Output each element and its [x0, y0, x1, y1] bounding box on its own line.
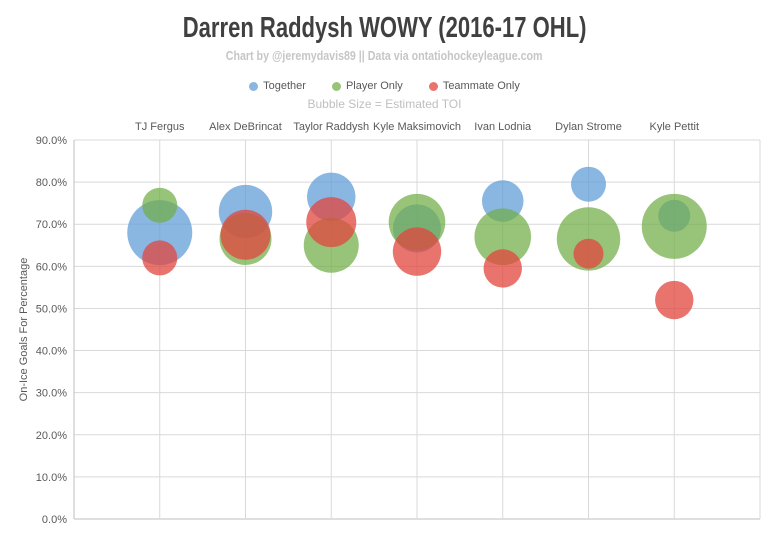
y-tick-label: 40.0%: [36, 346, 67, 358]
chart-title-text: Darren Raddysh WOWY (2016-17 OHL): [182, 12, 587, 44]
category-label-kyle-pettit: Kyle Pettit: [649, 121, 699, 133]
legend-item-together: Together: [249, 80, 306, 92]
y-tick-label: 90.0%: [36, 135, 67, 147]
bubble-size-note: Bubble Size = Estimated TOI: [307, 97, 462, 111]
bubble-teammate-only-alex-debrincat: [220, 209, 271, 260]
legend-label: Teammate Only: [442, 80, 520, 92]
bubble-teammate-only-dylan-strome: [573, 238, 604, 269]
category-label-dylan-strome: Dylan Strome: [555, 121, 622, 133]
category-label-tj-fergus: TJ Fergus: [135, 121, 185, 133]
bubble-player-only-kyle-pettit: [641, 193, 707, 259]
y-tick-label: 20.0%: [36, 430, 67, 442]
legend-label: Player Only: [345, 80, 403, 92]
chart-subtitle-text: Chart by @jeremydavis89 || Data via onta…: [226, 48, 543, 63]
bubble-player-only-tj-fergus: [142, 187, 178, 223]
bubble-together-tj-fergus: [127, 200, 193, 266]
y-tick-label: 0.0%: [42, 514, 67, 526]
chart-title: Darren Raddysh WOWY (2016-17 OHL): [0, 12, 769, 45]
y-axis-title: On-Ice Goals For Percentage: [18, 258, 30, 402]
bubble-teammate-only-ivan-lodnia: [483, 249, 522, 288]
chart-subtitle: Chart by @jeremydavis89 || Data via onta…: [0, 48, 769, 63]
y-tick-label: 70.0%: [36, 219, 67, 231]
category-label-ivan-lodnia: Ivan Lodnia: [474, 121, 532, 133]
chart-legend: Together Player Only Teammate Only: [0, 80, 769, 92]
bubble-teammate-only-kyle-pettit: [655, 280, 694, 320]
together-legend-dot-icon: [249, 81, 259, 91]
category-label-alex-debrincat: Alex DeBrincat: [209, 121, 282, 133]
player-only-legend-dot-icon: [331, 81, 341, 91]
legend-item-teammate-only: Teammate Only: [428, 80, 520, 92]
bubble-teammate-only-kyle-maksimovich: [392, 227, 442, 276]
category-label-kyle-maksimovich: Kyle Maksimovich: [373, 121, 461, 133]
bubble-together-dylan-strome: [571, 166, 606, 202]
teammate-only-legend-dot-icon: [428, 81, 438, 91]
category-label-taylor-raddysh: Taylor Raddysh: [293, 121, 369, 133]
y-tick-label: 60.0%: [36, 261, 67, 273]
y-tick-label: 80.0%: [36, 177, 67, 189]
y-tick-label: 30.0%: [36, 388, 67, 400]
y-tick-label: 10.0%: [36, 472, 67, 484]
legend-item-player-only: Player Only: [331, 80, 403, 92]
bubble-teammate-only-taylor-raddysh: [306, 197, 357, 248]
bubble-player-only-ivan-lodnia: [474, 208, 532, 266]
y-tick-label: 50.0%: [36, 303, 67, 315]
bubble-teammate-only-tj-fergus: [142, 240, 178, 276]
legend-label: Together: [263, 80, 306, 92]
